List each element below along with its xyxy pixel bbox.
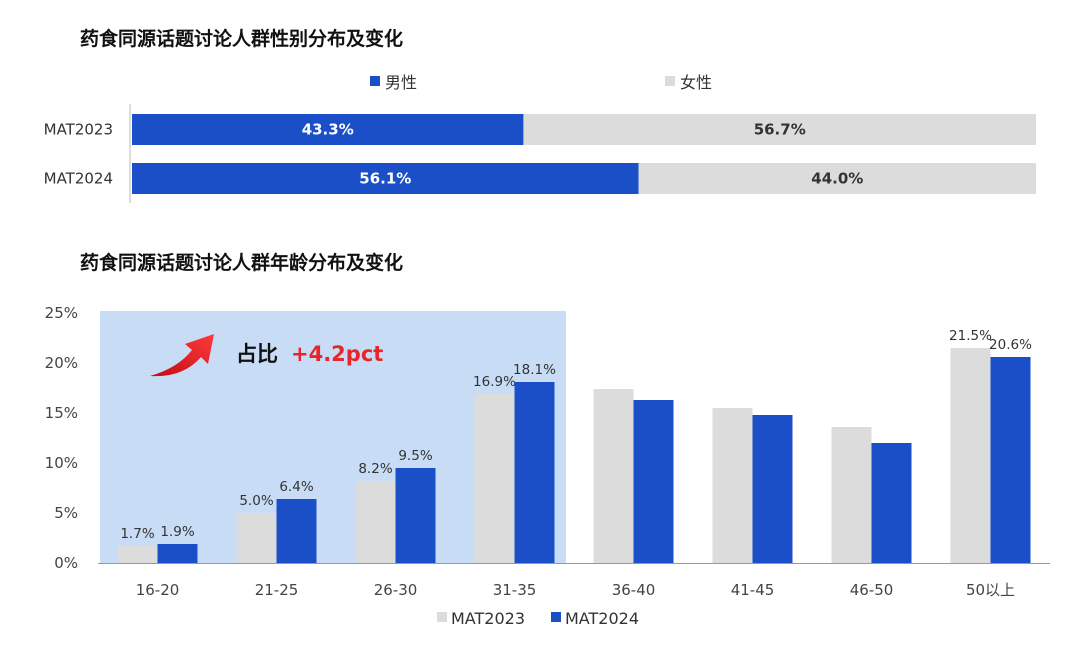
- y-tick-label: 0%: [54, 554, 78, 572]
- annotation-prefix: 占比: [236, 342, 278, 366]
- gender-bar-female: [523, 114, 1036, 145]
- gender-bar-male: [132, 114, 524, 145]
- x-tick-label: 50以上: [966, 581, 1015, 599]
- age-bar-mat2023: [831, 427, 872, 563]
- age-bar-mat2024: [514, 382, 555, 563]
- age-legend-swatch-mat2023: [437, 612, 447, 622]
- age-bar-value-label: 9.5%: [398, 448, 432, 464]
- gender-bar-value-label: 44.0%: [811, 170, 863, 188]
- age-bar-mat2023: [712, 408, 753, 563]
- age-bar-mat2024: [395, 468, 436, 563]
- growth-arrow-icon: [150, 334, 214, 377]
- age-bar-mat2023: [474, 394, 515, 563]
- age-bar-value-label: 1.7%: [120, 526, 154, 542]
- gender-category-label: MAT2024: [44, 170, 113, 188]
- x-tick-label: 26-30: [374, 581, 418, 599]
- age-bar-mat2024: [276, 499, 317, 563]
- age-legend-label-mat2024: MAT2024: [565, 609, 639, 628]
- x-tick-label: 41-45: [731, 581, 775, 599]
- x-tick-label: 31-35: [493, 581, 537, 599]
- age-bar-value-label: 21.5%: [949, 328, 992, 344]
- age-bar-value-label: 1.9%: [160, 524, 194, 540]
- y-tick-label: 15%: [45, 404, 78, 422]
- age-bar-mat2023: [117, 546, 158, 563]
- y-tick-label: 25%: [45, 304, 78, 322]
- gender-bar-value-label: 43.3%: [302, 121, 354, 139]
- y-tick-label: 20%: [45, 354, 78, 372]
- age-legend-swatch-mat2024: [551, 612, 561, 622]
- age-bar-value-label: 8.2%: [358, 461, 392, 477]
- gender-category-label: MAT2023: [44, 121, 113, 139]
- legend-swatch-male: [370, 76, 380, 86]
- legend-swatch-female: [665, 76, 675, 86]
- annotation-value: +4.2pct: [291, 342, 383, 366]
- x-tick-label: 21-25: [255, 581, 299, 599]
- age-bar-mat2024: [990, 357, 1031, 563]
- gender-bar-value-label: 56.7%: [754, 121, 806, 139]
- gender-bar-male: [132, 163, 639, 194]
- legend-label-male: 男性: [385, 73, 417, 92]
- age-bar-mat2023: [593, 389, 634, 563]
- age-bar-mat2023: [950, 348, 991, 563]
- age-bar-mat2024: [871, 443, 912, 563]
- age-bar-value-label: 20.6%: [989, 337, 1032, 353]
- x-tick-label: 46-50: [850, 581, 894, 599]
- age-bar-mat2024: [752, 415, 793, 563]
- age-bar-value-label: 16.9%: [473, 374, 516, 390]
- x-tick-label: 36-40: [612, 581, 656, 599]
- age-bar-mat2023: [236, 513, 277, 563]
- gender-bar-value-label: 56.1%: [359, 170, 411, 188]
- age-legend-label-mat2023: MAT2023: [451, 609, 525, 628]
- age-chart-title: 药食同源话题讨论人群年龄分布及变化: [80, 252, 404, 274]
- gender-chart-title: 药食同源话题讨论人群性别分布及变化: [80, 28, 404, 50]
- y-tick-label: 5%: [54, 504, 78, 522]
- age-bar-mat2024: [157, 544, 198, 563]
- age-bar-mat2024: [633, 400, 674, 563]
- legend-label-female: 女性: [680, 73, 712, 92]
- age-bar-mat2023: [355, 481, 396, 563]
- y-tick-label: 10%: [45, 454, 78, 472]
- x-tick-label: 16-20: [136, 581, 180, 599]
- age-bar-value-label: 18.1%: [513, 362, 556, 378]
- age-bar-value-label: 6.4%: [279, 479, 313, 495]
- gender-bar-female: [638, 163, 1036, 194]
- age-bar-value-label: 5.0%: [239, 493, 273, 509]
